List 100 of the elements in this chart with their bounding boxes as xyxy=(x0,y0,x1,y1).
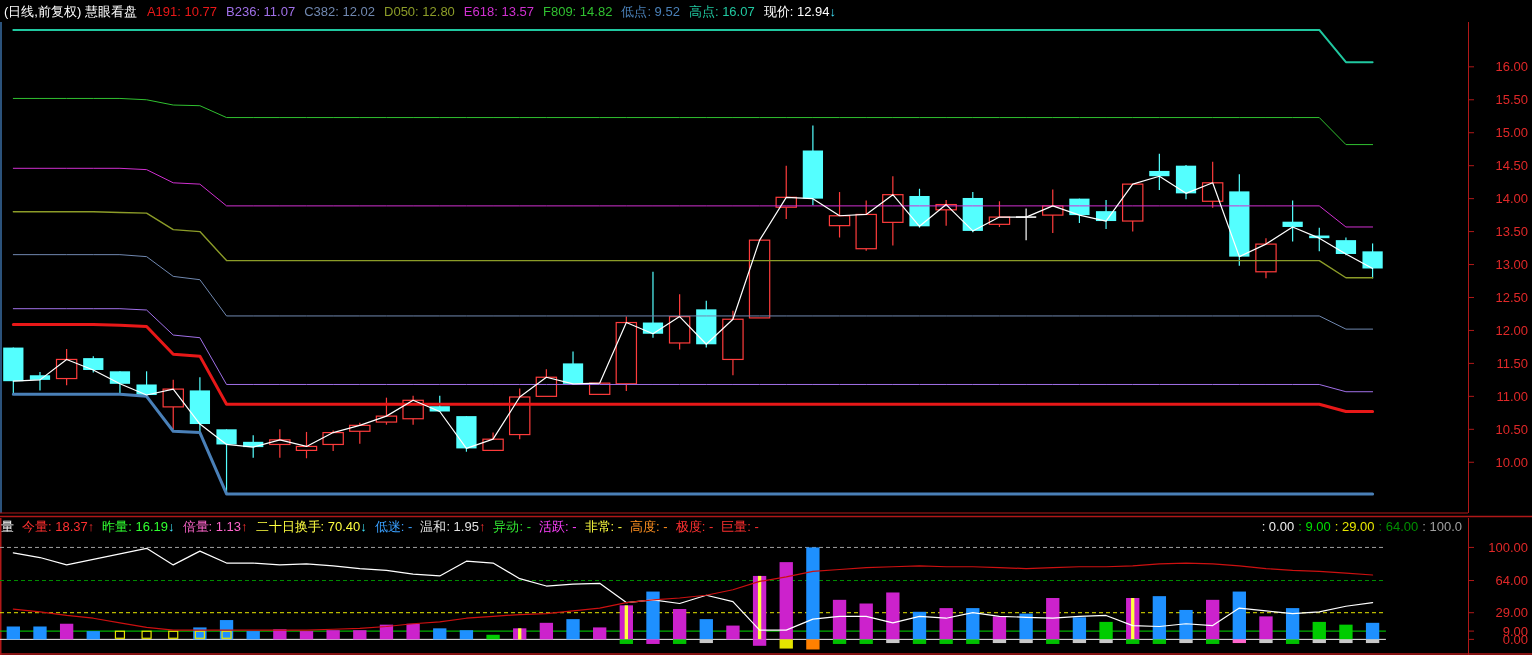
ref-line-label: : 64.00 xyxy=(1378,519,1419,534)
bar xyxy=(1072,639,1087,644)
bar xyxy=(1072,617,1087,640)
bar xyxy=(672,639,687,644)
y-tick-label: 64.00 xyxy=(1495,573,1528,589)
bar xyxy=(486,634,500,640)
bar xyxy=(1019,639,1033,644)
bar xyxy=(699,619,713,640)
text: D050: 12.80 xyxy=(384,4,455,19)
y-tick-label: 13.00 xyxy=(1495,257,1528,273)
bar xyxy=(912,611,927,640)
bar xyxy=(726,625,740,640)
bar xyxy=(832,599,847,640)
y-tick-label: 14.50 xyxy=(1495,158,1528,174)
y-tick-label: 13.50 xyxy=(1495,224,1528,240)
y-tick-label: 15.50 xyxy=(1495,92,1528,108)
ref-line-label: : 9.00 xyxy=(1298,519,1331,534)
bar xyxy=(992,616,1007,640)
text: 低点: 9.52 xyxy=(621,4,680,19)
annotation: 量 xyxy=(1,519,14,534)
y-tick-label: 15.00 xyxy=(1495,125,1528,141)
ref-line-label: : 100.0 xyxy=(1422,519,1462,534)
bar xyxy=(246,631,260,640)
bar xyxy=(273,629,287,640)
annotation: 今量: 18.37↑ xyxy=(22,519,95,534)
bar xyxy=(1152,639,1167,644)
bar xyxy=(1126,639,1140,644)
annotation: 倍量: 1.13↑ xyxy=(182,519,248,534)
bar xyxy=(966,639,980,644)
bar xyxy=(1312,639,1326,644)
annotation: 低迷: - xyxy=(374,519,413,534)
bar xyxy=(406,623,420,640)
bar xyxy=(832,639,847,644)
bar xyxy=(593,627,607,640)
y-tick-label: 14.00 xyxy=(1495,191,1528,207)
series-label: 高点: 16.07 xyxy=(688,4,755,19)
bar xyxy=(779,639,793,649)
bar xyxy=(886,592,900,640)
line-series xyxy=(12,211,1374,279)
bar xyxy=(1019,613,1033,640)
annotation: 非常: - xyxy=(584,519,623,534)
bar xyxy=(539,622,554,640)
bar xyxy=(779,562,793,640)
bar xyxy=(1285,608,1300,640)
bar xyxy=(619,639,633,644)
annotation: 昨量: 16.19↓ xyxy=(102,519,175,534)
bar xyxy=(1099,639,1113,644)
bar xyxy=(859,603,873,640)
bar xyxy=(1339,624,1353,640)
bar xyxy=(1312,621,1326,640)
bar xyxy=(699,639,713,644)
bar xyxy=(806,639,820,650)
bar xyxy=(1099,621,1113,640)
bar xyxy=(1152,596,1167,640)
bar xyxy=(1179,639,1193,644)
y-tick-label: 12.00 xyxy=(1495,322,1528,338)
bar xyxy=(353,630,367,640)
text: A191: 10.77 xyxy=(146,4,218,19)
text: 现价: 12.94↓ xyxy=(763,4,836,19)
bar xyxy=(672,609,687,640)
bar xyxy=(86,631,100,640)
line-series xyxy=(12,167,1374,228)
line-series xyxy=(12,547,1374,631)
bar xyxy=(6,626,20,640)
bar xyxy=(59,623,74,640)
bar xyxy=(992,639,1007,644)
annotation: 巨量: - xyxy=(721,519,759,534)
bar xyxy=(1339,639,1353,644)
annotation: 极度: - xyxy=(674,519,714,534)
y-tick-label: 10.50 xyxy=(1495,421,1528,437)
bar xyxy=(1206,599,1220,640)
y-tick-label: 16.00 xyxy=(1495,59,1528,75)
bar xyxy=(459,630,474,640)
y-tick-label: 10.00 xyxy=(1495,454,1528,470)
bar xyxy=(1259,639,1273,644)
bar xyxy=(1232,591,1246,640)
bar xyxy=(886,639,900,644)
text: C382: 12.02 xyxy=(304,4,376,19)
bar xyxy=(1365,622,1380,640)
bar xyxy=(326,630,340,640)
y-tick-label: 100.00 xyxy=(1488,539,1528,555)
line-series xyxy=(12,254,1374,330)
bar xyxy=(33,626,47,640)
bar xyxy=(646,591,660,640)
y-tick-label: 11.50 xyxy=(1496,355,1528,371)
bar xyxy=(566,619,580,640)
bar xyxy=(939,639,953,644)
bar xyxy=(912,639,927,644)
annotation: 温和: 1.95↑ xyxy=(420,519,486,534)
annotation: 活跃: - xyxy=(538,519,577,534)
annotation: 二十日换手: 70.40↓ xyxy=(255,519,367,534)
ref-line-label: : 0.00 xyxy=(1261,519,1295,534)
bar xyxy=(859,639,873,644)
bar xyxy=(1232,639,1246,644)
y-tick-label: 12.50 xyxy=(1495,289,1528,305)
bar xyxy=(1285,639,1300,644)
bar xyxy=(1046,639,1060,644)
annotation: 高度: - xyxy=(630,519,668,534)
text: F809: 14.82 xyxy=(542,4,613,19)
y-tick-label: 11.00 xyxy=(1496,388,1528,404)
